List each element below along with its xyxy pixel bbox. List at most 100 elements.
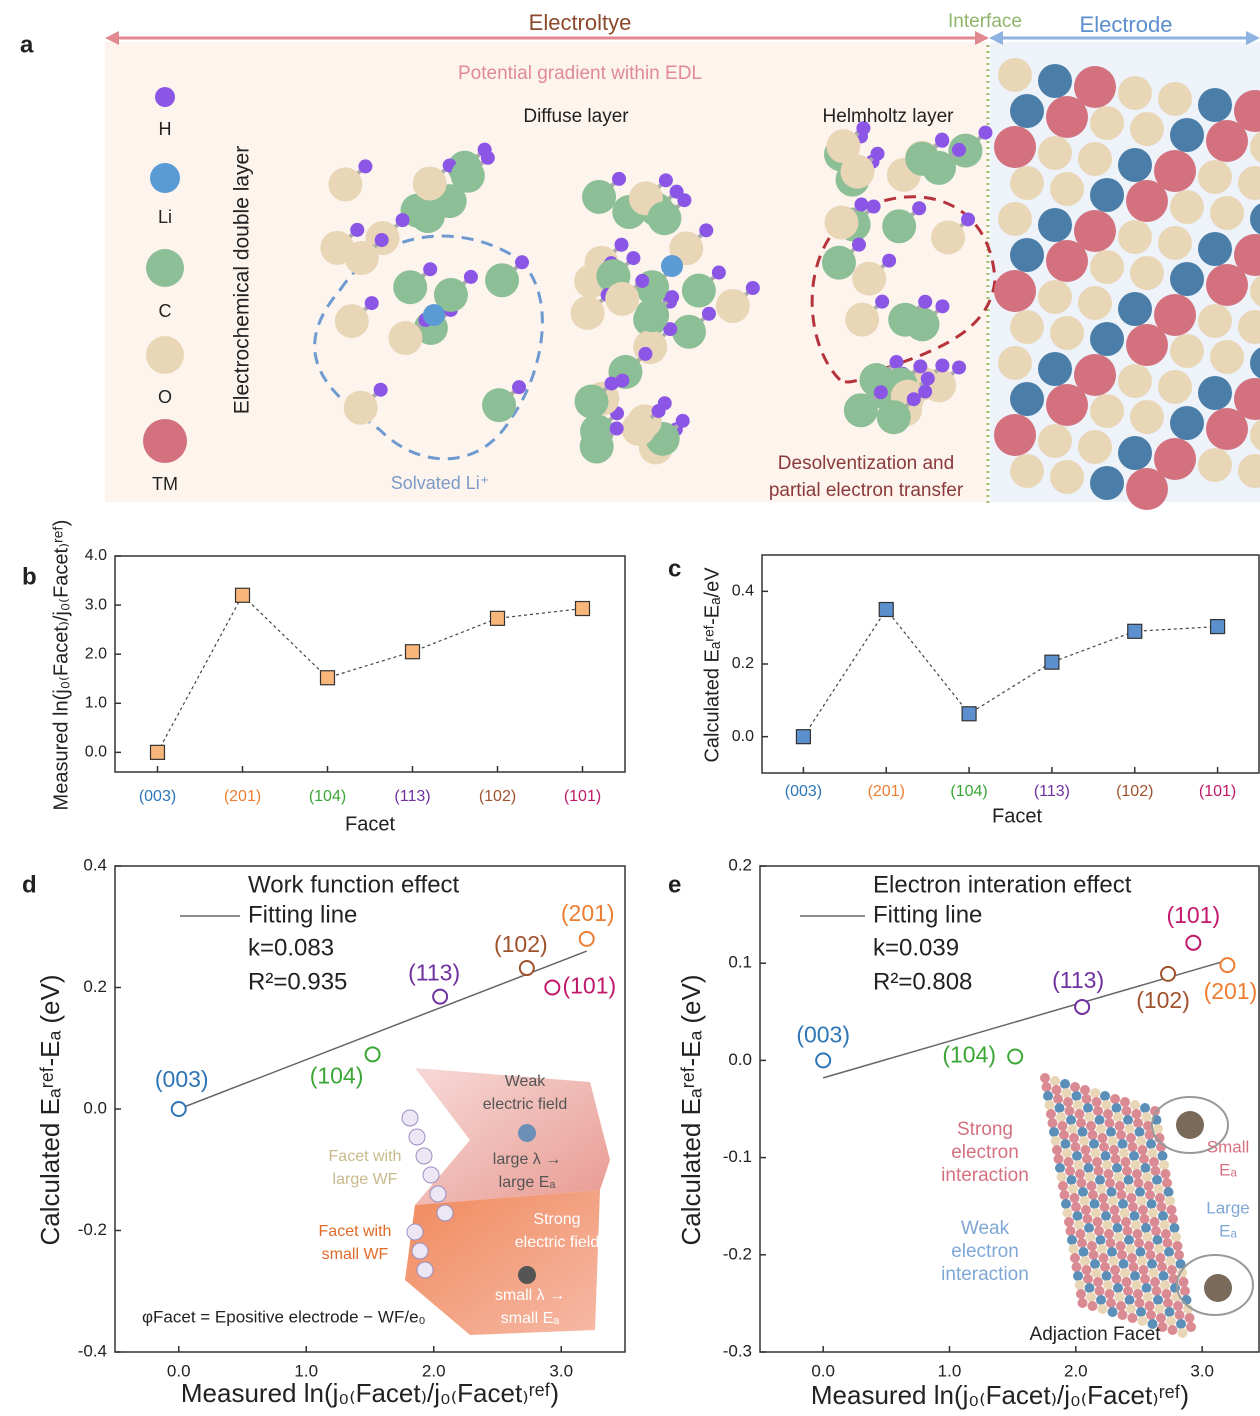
atom — [935, 358, 949, 372]
gradient-label: Potential gradient within EDL — [458, 63, 702, 84]
atom-h — [155, 87, 175, 107]
crystal-atom — [1154, 1184, 1164, 1194]
crystal-atom — [1121, 1217, 1131, 1227]
crystal-atom — [1115, 1292, 1125, 1302]
crystal-atom — [1105, 1118, 1115, 1128]
atom — [676, 414, 690, 428]
crystal-atom — [1070, 1193, 1080, 1203]
inset-label: interaction — [941, 1264, 1029, 1285]
atom — [889, 355, 903, 369]
crystal-atom — [1131, 1220, 1141, 1230]
crystal-atom — [1153, 1295, 1163, 1305]
crystal-atom — [1118, 1139, 1128, 1149]
y-axis-title: Measured ln(j₀₍Facet₎/j₀₍Facet₎ʳᵉᶠ) — [50, 520, 72, 811]
crystal-atom — [1098, 1133, 1108, 1143]
crystal-atom — [1072, 1262, 1082, 1272]
crystal-atom — [1104, 1169, 1114, 1179]
crystal-atom — [1133, 1118, 1143, 1128]
x-tick-label: 2.0 — [422, 1361, 446, 1380]
layer-label: Helmholtz layer — [823, 106, 955, 127]
electron — [423, 1167, 439, 1183]
crystal-atom — [1061, 1139, 1071, 1149]
atom — [626, 251, 640, 265]
crystal-atom — [1102, 1100, 1112, 1110]
crystal-atom — [1088, 1301, 1098, 1311]
y-tick-label: 0.1 — [728, 953, 752, 972]
atom — [580, 430, 614, 464]
lattice-atom — [1210, 196, 1244, 230]
crystal-atom — [1081, 1205, 1091, 1215]
atom — [515, 255, 529, 269]
lattice-atom — [1090, 466, 1124, 500]
crystal-atom — [1098, 1193, 1108, 1203]
crystal-atom — [1165, 1307, 1175, 1317]
electron — [409, 1129, 425, 1145]
crystal-atom — [1156, 1313, 1166, 1323]
crystal-atom — [1174, 1250, 1184, 1260]
crystal-atom — [1146, 1310, 1156, 1320]
crystal-atom — [1140, 1103, 1150, 1113]
inset-label: Small — [1207, 1137, 1250, 1156]
crystal-atom — [1110, 1094, 1120, 1104]
lattice-atom — [1210, 340, 1244, 374]
atom — [375, 233, 389, 247]
crystal-atom — [1064, 1217, 1074, 1227]
atom — [913, 359, 927, 373]
crystal-atom — [1094, 1166, 1104, 1176]
crystal-atom — [1094, 1226, 1104, 1236]
crystal-atom — [1076, 1118, 1086, 1128]
atom — [852, 238, 866, 252]
atom — [345, 241, 379, 275]
atom — [912, 201, 926, 215]
crystal-atom — [1107, 1247, 1117, 1257]
crystal-atom — [1083, 1274, 1093, 1284]
crystal-atom — [1146, 1250, 1156, 1260]
atom — [877, 400, 911, 434]
crystal-atom — [1119, 1259, 1129, 1269]
chart-title: Electron interation effect — [873, 871, 1132, 898]
crystal-atom — [1075, 1109, 1085, 1119]
crystal-atom — [1084, 1223, 1094, 1233]
crystal-atom — [1071, 1142, 1081, 1152]
crystal-atom — [1084, 1163, 1094, 1173]
atom — [610, 422, 624, 436]
crystal-atom — [1057, 1172, 1067, 1182]
crystal-atom — [1180, 1286, 1190, 1296]
crystal-atom — [1134, 1178, 1144, 1188]
crystal-atom — [1151, 1226, 1161, 1236]
atom-tm — [143, 419, 187, 463]
crystal-atom — [1085, 1112, 1095, 1122]
crystal-atom — [1133, 1229, 1143, 1239]
crystal-atom — [1111, 1214, 1121, 1224]
atom-c — [146, 249, 184, 287]
crystal-atom — [1087, 1181, 1097, 1191]
crystal-atom — [1101, 1211, 1111, 1221]
point — [1161, 967, 1175, 981]
inset-label: large WF — [333, 1171, 398, 1188]
point-label: (104) — [942, 1042, 996, 1068]
crystal-atom — [1103, 1220, 1113, 1230]
atom — [335, 304, 369, 338]
lattice-atom — [1078, 142, 1112, 176]
atom — [582, 180, 616, 214]
crystal-atom — [1118, 1310, 1128, 1320]
atom — [413, 167, 447, 201]
crystal-atom — [1157, 1262, 1167, 1272]
crystal-atom — [1068, 1124, 1078, 1134]
crystal-atom — [1120, 1268, 1130, 1278]
atom — [451, 159, 485, 193]
atom — [845, 303, 879, 337]
connector — [803, 610, 1217, 737]
crystal-atom — [1176, 1319, 1186, 1329]
crystal-atom — [1148, 1148, 1158, 1158]
marker — [236, 588, 250, 602]
x-tick-label: (113) — [394, 788, 430, 805]
lattice-atom — [1090, 106, 1124, 140]
atom — [374, 383, 388, 397]
crystal-atom — [1125, 1295, 1135, 1305]
point-label: (201) — [1204, 978, 1258, 1004]
atom — [888, 303, 922, 337]
crystal-atom — [1100, 1202, 1110, 1212]
point — [1220, 958, 1234, 972]
crystal-atom — [1120, 1097, 1130, 1107]
